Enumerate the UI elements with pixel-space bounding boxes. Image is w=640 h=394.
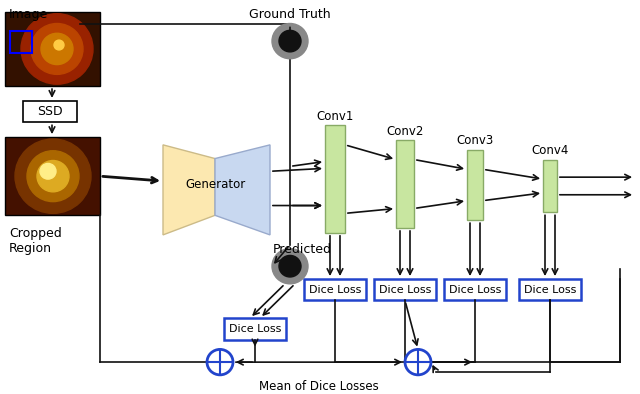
Circle shape	[41, 33, 73, 65]
Text: Cropped
Region: Cropped Region	[9, 227, 61, 255]
Bar	[374, 279, 436, 301]
Text: Dice Loss: Dice Loss	[309, 285, 361, 295]
Bar	[519, 279, 581, 301]
Bar	[224, 318, 286, 340]
Text: Predicted: Predicted	[273, 243, 332, 256]
Circle shape	[27, 151, 79, 202]
Polygon shape	[215, 145, 270, 235]
Circle shape	[21, 14, 93, 84]
Circle shape	[272, 249, 308, 284]
Text: Dice Loss: Dice Loss	[229, 324, 281, 334]
Text: Dice Loss: Dice Loss	[449, 285, 501, 295]
Text: Ground Truth: Ground Truth	[249, 8, 331, 21]
Text: Conv3: Conv3	[456, 134, 493, 147]
Circle shape	[405, 349, 431, 375]
Bar	[325, 125, 345, 233]
Circle shape	[272, 24, 308, 59]
Text: SSD: SSD	[37, 105, 63, 118]
Text: Conv4: Conv4	[531, 144, 569, 157]
Bar	[396, 140, 414, 228]
Circle shape	[37, 160, 69, 192]
Text: Conv1: Conv1	[316, 110, 354, 123]
Text: Generator: Generator	[186, 178, 246, 191]
Polygon shape	[163, 145, 215, 235]
Circle shape	[279, 255, 301, 277]
Bar	[543, 160, 557, 212]
Bar	[444, 279, 506, 301]
Bar	[5, 12, 100, 86]
Circle shape	[31, 24, 83, 74]
Circle shape	[54, 40, 64, 50]
Bar	[23, 101, 77, 123]
Bar	[304, 279, 366, 301]
Text: Dice Loss: Dice Loss	[379, 285, 431, 295]
Bar	[10, 31, 32, 53]
Bar	[467, 150, 483, 220]
Bar	[5, 137, 100, 215]
Text: Image: Image	[9, 8, 48, 21]
Circle shape	[15, 139, 91, 214]
Text: Dice Loss: Dice Loss	[524, 285, 576, 295]
Circle shape	[279, 30, 301, 52]
Circle shape	[40, 164, 56, 179]
Text: Mean of Dice Losses: Mean of Dice Losses	[259, 380, 379, 393]
Text: Conv2: Conv2	[387, 125, 424, 138]
Circle shape	[207, 349, 233, 375]
